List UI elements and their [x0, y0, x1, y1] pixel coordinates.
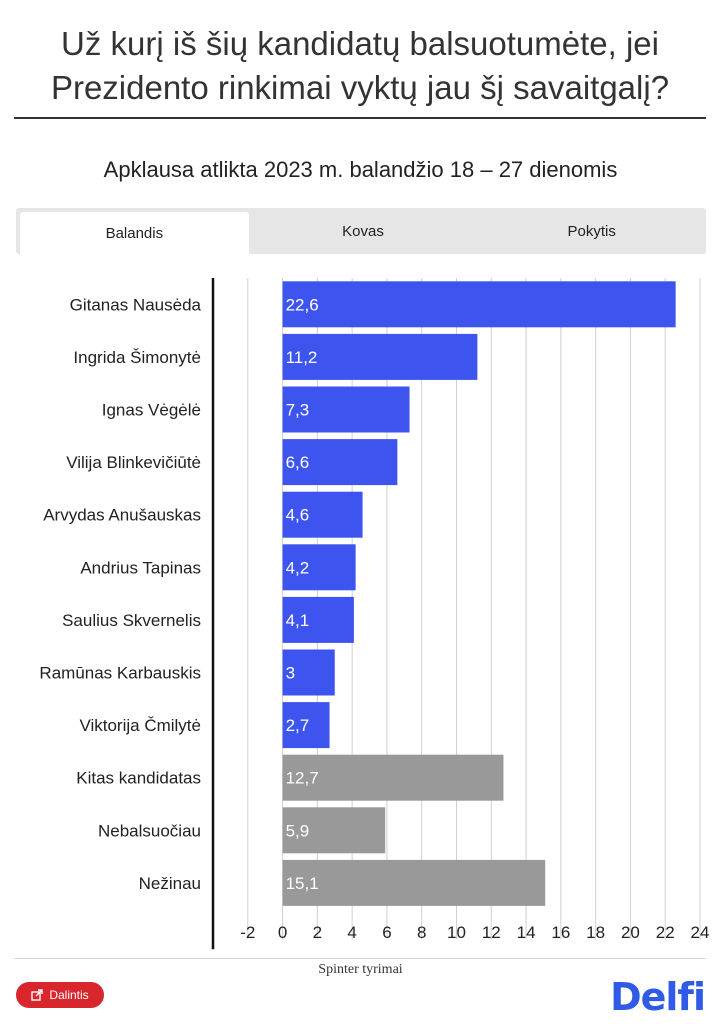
delfi-logo[interactable]: Delfi: [610, 975, 706, 1019]
data-label: 4,1: [286, 611, 310, 630]
data-label: 6,6: [286, 453, 310, 472]
x-tick-label: 0: [278, 923, 287, 942]
bar: [282, 754, 504, 801]
x-tick-label: 8: [417, 923, 426, 942]
x-tick-label: 16: [551, 923, 570, 942]
share-icon: [31, 989, 44, 1001]
source-credit: Spinter tyrimai: [318, 962, 403, 977]
category-label: Vilija Blinkevičiūtė: [66, 453, 201, 472]
x-tick-label: 14: [517, 923, 536, 942]
category-label: Gitanas Nausėda: [70, 295, 202, 314]
category-label: Ingrida Šimonytė: [73, 348, 201, 367]
share-label: Dalintis: [49, 988, 89, 1002]
tab-bar: Balandis Kovas Pokytis: [16, 208, 706, 254]
tab-kovas[interactable]: Kovas: [342, 222, 384, 240]
share-button[interactable]: Dalintis: [16, 982, 104, 1008]
data-label: 11,2: [286, 348, 318, 367]
category-label: Ramūnas Karbauskis: [39, 664, 201, 683]
bar: [282, 859, 546, 906]
bar: [282, 386, 410, 433]
category-label: Kitas kandidatas: [76, 769, 201, 788]
category-label: Viktorija Čmilytė: [79, 716, 201, 735]
data-label: 15,1: [286, 874, 319, 893]
x-tick-label: 10: [447, 923, 466, 942]
chart-subtitle: Apklausa atlikta 2023 m. balandžio 18 – …: [103, 157, 618, 182]
x-tick-label: 20: [621, 923, 640, 942]
category-label: Andrius Tapinas: [80, 558, 201, 577]
title-underline: [14, 117, 706, 119]
data-label: 22,6: [286, 295, 319, 314]
footer-divider: [14, 958, 706, 959]
bar: [282, 807, 386, 854]
x-tick-label: 6: [382, 923, 391, 942]
x-tick-label: 24: [691, 923, 710, 942]
data-label: 12,7: [286, 769, 319, 788]
bar: [282, 544, 356, 591]
category-label: Saulius Skvernelis: [62, 611, 201, 630]
x-tick-label: -2: [240, 923, 255, 942]
data-label: 5,9: [286, 821, 310, 840]
category-label: Nežinau: [139, 874, 201, 893]
data-label: 3: [286, 664, 295, 683]
data-label: 7,3: [286, 401, 310, 420]
x-tick-label: 4: [347, 923, 356, 942]
x-tick-label: 22: [656, 923, 675, 942]
tab-balandis[interactable]: Balandis: [20, 212, 249, 254]
title-line-1: Už kurį iš šių kandidatų balsuotumėte, j…: [61, 25, 659, 62]
x-tick-label: 2: [313, 923, 322, 942]
bar: [282, 281, 676, 328]
x-tick-label: 18: [586, 923, 605, 942]
bar: [282, 702, 330, 749]
bar: [282, 439, 398, 486]
bar: [282, 333, 478, 380]
x-tick-label: 12: [482, 923, 501, 942]
category-label: Ignas Vėgėlė: [102, 401, 201, 420]
tab-pokytis[interactable]: Pokytis: [567, 222, 616, 240]
title-line-2: Prezidento rinkimai vyktų jau šį savaitg…: [50, 69, 670, 106]
bar: [282, 596, 354, 643]
bar: [282, 491, 363, 538]
data-label: 4,2: [286, 558, 310, 577]
page-title: Už kurį iš šių kandidatų balsuotumėte, j…: [14, 22, 706, 110]
data-label: 4,6: [286, 506, 310, 525]
category-label: Nebalsuočiau: [98, 821, 201, 840]
category-label: Arvydas Anušauskas: [43, 506, 201, 525]
data-label: 2,7: [286, 716, 310, 735]
bar: [282, 649, 335, 696]
